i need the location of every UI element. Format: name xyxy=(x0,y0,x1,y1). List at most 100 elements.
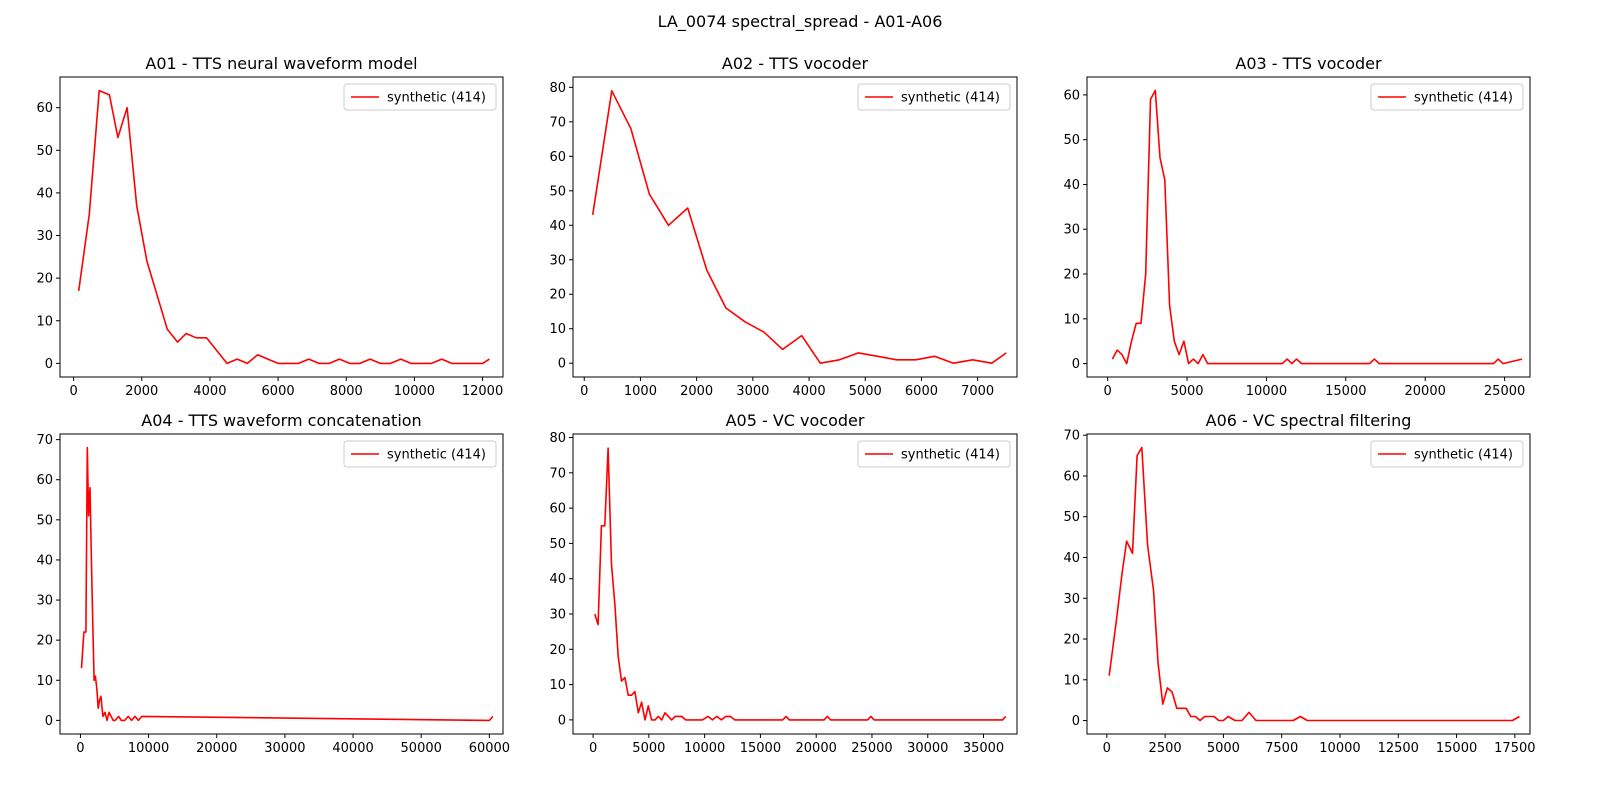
y-tick-label: 80 xyxy=(549,431,566,446)
legend: synthetic (414) xyxy=(1370,440,1524,468)
y-tick-label: 60 xyxy=(549,502,566,517)
y-tick-label: 70 xyxy=(36,433,53,448)
x-tick-label: 2500 xyxy=(1149,741,1182,756)
subplot-title: A05 - VC vocoder xyxy=(726,411,865,430)
x-tick-label: 12500 xyxy=(1378,741,1419,756)
x-tick-label: 30000 xyxy=(907,741,948,756)
y-tick-label: 10 xyxy=(549,322,566,337)
x-tick-label: 8000 xyxy=(330,384,363,399)
legend-label: synthetic (414) xyxy=(387,448,486,463)
x-tick-label: 5000 xyxy=(849,384,882,399)
x-tick-label: 35000 xyxy=(963,741,1004,756)
subplot-title: A04 - TTS waveform concatenation xyxy=(141,411,421,430)
x-tick-label: 10000 xyxy=(684,741,725,756)
x-tick-label: 25000 xyxy=(1484,384,1525,399)
x-tick-label: 5000 xyxy=(1170,384,1203,399)
y-tick-label: 30 xyxy=(1063,223,1080,238)
y-tick-label: 40 xyxy=(1063,178,1080,193)
series-line xyxy=(1111,89,1523,365)
subplot-title: A01 - TTS neural waveform model xyxy=(145,54,417,73)
subplot-6: A06 - VC spectral filtering 0 2500 5000 7500… xyxy=(1063,411,1535,756)
x-tick-label: 0 xyxy=(69,384,77,399)
x-tick-label: 5000 xyxy=(1207,741,1240,756)
y-tick-label: 30 xyxy=(36,229,53,244)
y-tick-label: 20 xyxy=(36,272,53,287)
axes-frame xyxy=(59,433,504,735)
legend: synthetic (414) xyxy=(343,83,497,111)
series-line xyxy=(77,89,490,365)
y-tick-label: 60 xyxy=(1063,469,1080,484)
y-tick-label: 80 xyxy=(549,81,566,96)
y-tick-label: 30 xyxy=(36,594,53,609)
x-tick-label: 0 xyxy=(580,384,588,399)
y-tick-label: 10 xyxy=(1063,312,1080,327)
y-tick-label: 0 xyxy=(558,357,566,372)
x-tick-label: 6000 xyxy=(262,384,295,399)
x-tick-label: 15000 xyxy=(1436,741,1477,756)
y-tick-label: 50 xyxy=(549,184,566,199)
x-tick-label: 3000 xyxy=(736,384,769,399)
y-tick-label: 0 xyxy=(1072,357,1080,372)
subplot-1: A01 - TTS neural waveform model 0 2000 4000… xyxy=(36,54,504,399)
y-tick-label: 30 xyxy=(1063,592,1080,607)
x-tick-label: 7000 xyxy=(961,384,994,399)
y-tick-label: 50 xyxy=(36,144,53,159)
x-tick-label: 20000 xyxy=(196,741,237,756)
x-tick-label: 0 xyxy=(1104,384,1112,399)
y-tick-label: 40 xyxy=(1063,551,1080,566)
legend-label: synthetic (414) xyxy=(901,91,1000,106)
y-tick-label: 10 xyxy=(1063,673,1080,688)
x-tick-label: 15000 xyxy=(1325,384,1366,399)
legend: synthetic (414) xyxy=(1370,83,1524,111)
x-tick-label: 40000 xyxy=(332,741,373,756)
legend-label: synthetic (414) xyxy=(901,448,1000,463)
x-tick-label: 0 xyxy=(589,741,597,756)
legend-box xyxy=(857,440,1011,468)
x-tick-label: 15000 xyxy=(740,741,781,756)
legend: synthetic (414) xyxy=(343,440,497,468)
x-tick-label: 10000 xyxy=(1319,741,1360,756)
x-tick-label: 4000 xyxy=(193,384,226,399)
x-tick-label: 1000 xyxy=(624,384,657,399)
y-tick-label: 70 xyxy=(1063,429,1080,444)
y-tick-label: 40 xyxy=(36,553,53,568)
series-line xyxy=(80,446,494,722)
subplot-3: A03 - TTS vocoder 0 5000 10000 15000 20000 250… xyxy=(1063,54,1531,399)
x-tick-label: 10000 xyxy=(394,384,435,399)
subplot-2: A02 - TTS vocoder 0 1000 2000 3000 4000 5000 60… xyxy=(549,54,1018,399)
axes-frame xyxy=(572,76,1018,378)
y-tick-label: 10 xyxy=(549,678,566,693)
x-tick-label: 6000 xyxy=(905,384,938,399)
legend-label: synthetic (414) xyxy=(1414,448,1513,463)
x-tick-label: 2000 xyxy=(125,384,158,399)
subplot-title: A02 - TTS vocoder xyxy=(722,54,869,73)
y-tick-label: 60 xyxy=(1063,88,1080,103)
y-tick-label: 30 xyxy=(549,253,566,268)
y-tick-label: 40 xyxy=(36,186,53,201)
y-tick-label: 40 xyxy=(549,572,566,587)
y-tick-label: 70 xyxy=(549,466,566,481)
x-tick-label: 4000 xyxy=(793,384,826,399)
y-tick-label: 60 xyxy=(36,101,53,116)
series-line xyxy=(591,90,1007,365)
y-tick-label: 10 xyxy=(36,314,53,329)
y-tick-label: 50 xyxy=(36,513,53,528)
x-tick-label: 0 xyxy=(1103,741,1111,756)
y-tick-label: 30 xyxy=(549,608,566,623)
x-tick-label: 10000 xyxy=(128,741,169,756)
series-line xyxy=(594,447,1007,721)
x-tick-label: 60000 xyxy=(469,741,510,756)
y-tick-label: 0 xyxy=(1072,714,1080,729)
y-tick-label: 60 xyxy=(36,473,53,488)
y-tick-label: 10 xyxy=(36,674,53,689)
subplot-title: A03 - TTS vocoder xyxy=(1235,54,1382,73)
y-tick-label: 20 xyxy=(549,643,566,658)
legend-box xyxy=(1370,440,1524,468)
legend-box xyxy=(1370,83,1524,111)
legend: synthetic (414) xyxy=(857,83,1011,111)
axes-frame xyxy=(59,76,504,378)
x-tick-label: 2000 xyxy=(680,384,713,399)
y-tick-label: 40 xyxy=(549,219,566,234)
